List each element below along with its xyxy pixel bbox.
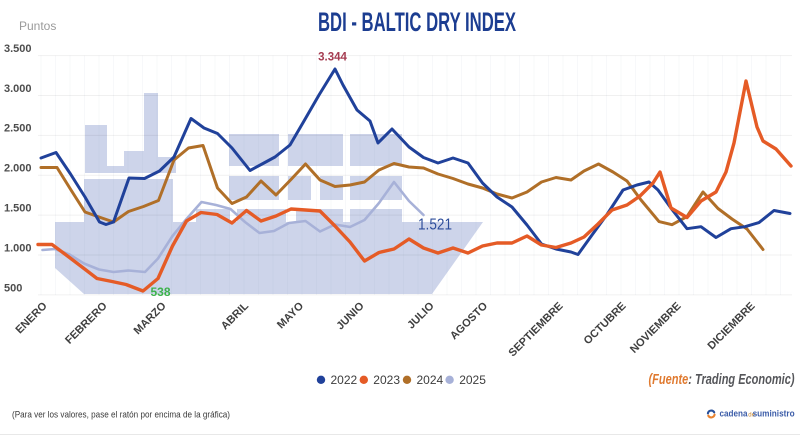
svg-text:1.000: 1.000: [4, 242, 32, 254]
svg-text:3.344: 3.344: [318, 52, 347, 64]
svg-text:BDI - BALTIC DRY INDEX: BDI - BALTIC DRY INDEX: [318, 7, 516, 37]
svg-text:cadena: cadena: [720, 409, 749, 420]
svg-text:(Para ver los valores, pase el: (Para ver los valores, pase el ratón por…: [12, 410, 230, 421]
svg-text:3.500: 3.500: [4, 43, 32, 55]
svg-text:1.521: 1.521: [418, 217, 452, 234]
svg-text:Puntos: Puntos: [19, 19, 56, 33]
svg-text:de: de: [748, 413, 755, 419]
svg-text:3.000: 3.000: [4, 83, 32, 95]
svg-text:(Fuente: Trading Economic): (Fuente: Trading Economic): [649, 371, 795, 388]
svg-text:2022: 2022: [331, 373, 358, 387]
svg-text:538: 538: [150, 285, 170, 299]
svg-text:2.000: 2.000: [4, 163, 32, 175]
svg-text:2024: 2024: [417, 373, 444, 387]
svg-text:1.500: 1.500: [4, 203, 32, 215]
svg-text:2023: 2023: [373, 373, 400, 387]
svg-text:500: 500: [4, 282, 22, 294]
svg-text:2025: 2025: [459, 373, 486, 387]
svg-text:2.500: 2.500: [4, 123, 32, 135]
svg-text:suministro: suministro: [753, 409, 795, 420]
